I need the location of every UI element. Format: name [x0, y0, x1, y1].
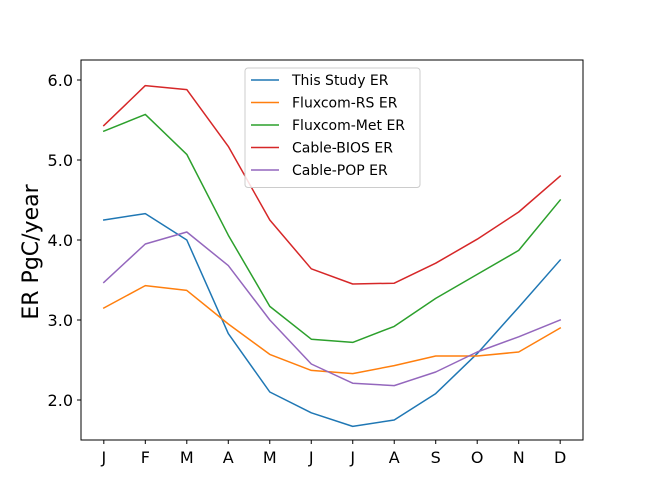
y-axis-ticks: 2.0 3.0 4.0 5.0 6.0	[48, 71, 81, 410]
y-tick-label: 6.0	[48, 71, 73, 90]
legend-label: Fluxcom-RS ER	[292, 96, 398, 112]
plot-lines	[102, 84, 562, 428]
y-tick-label: 2.0	[48, 391, 73, 410]
axes-frame	[80, 59, 584, 441]
x-tick-label: S	[431, 448, 441, 467]
legend-box	[244, 67, 421, 188]
y-tick-label: 4.0	[48, 231, 73, 250]
x-tick-label: J	[100, 448, 106, 467]
x-tick-label: J	[349, 448, 355, 467]
legend-label: Cable-POP ER	[292, 163, 388, 179]
x-tick-label: O	[471, 448, 484, 467]
series-line	[102, 212, 562, 428]
series-line	[102, 113, 562, 344]
x-tick-label: F	[141, 448, 150, 467]
y-tick-label: 5.0	[48, 151, 73, 170]
x-tick-label: D	[554, 448, 566, 467]
y-axis-title: ER PgC/year	[19, 183, 44, 319]
series-line	[102, 231, 562, 387]
legend-label: This Study ER	[291, 73, 389, 89]
x-tick-label: N	[513, 448, 525, 467]
y-tick-label: 3.0	[48, 311, 73, 330]
x-tick-label: M	[263, 448, 277, 467]
legend-label: Fluxcom-Met ER	[292, 118, 405, 134]
x-tick-label: M	[180, 448, 194, 467]
legend-label: Cable-BIOS ER	[292, 141, 393, 157]
series-line	[102, 84, 562, 285]
x-tick-label: J	[308, 448, 314, 467]
x-tick-label: A	[223, 448, 234, 467]
series-line	[102, 284, 562, 375]
x-tick-label: A	[389, 448, 400, 467]
legend: This Study ER Fluxcom-RS ER Fluxcom-Met ER…	[244, 67, 421, 188]
